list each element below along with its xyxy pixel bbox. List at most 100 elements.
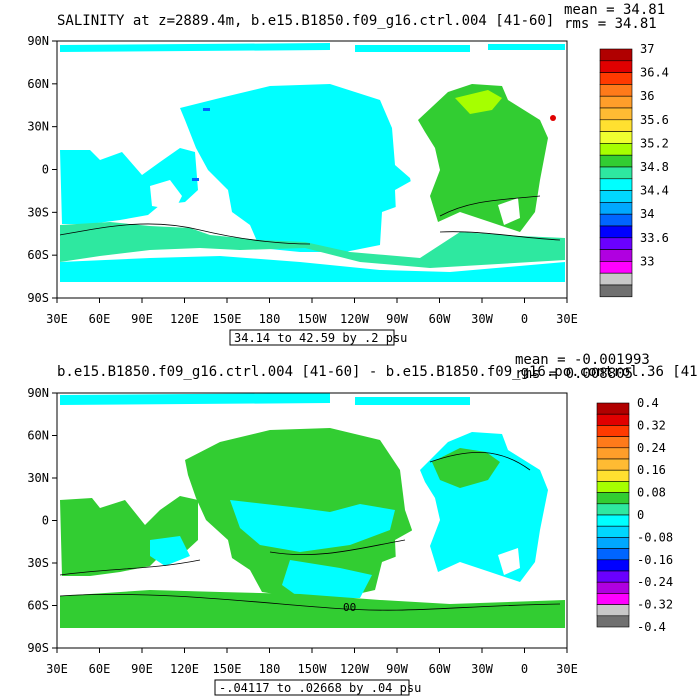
- y-tick-label: 0: [42, 514, 49, 528]
- panel-a-range-box: [229, 329, 395, 346]
- panel-b-contour-label: 00: [343, 601, 356, 614]
- x-tick-label: 30E: [46, 662, 68, 676]
- colorbar-label: 0.16: [637, 463, 666, 477]
- colorbar-swatch: [599, 154, 633, 168]
- y-tick-label: 60N: [27, 77, 49, 91]
- colorbar-label: -0.08: [637, 530, 673, 544]
- colorbar-swatch: [596, 503, 630, 516]
- y-tick-label: 60S: [27, 599, 49, 613]
- colorbar-label: 34: [640, 207, 654, 221]
- colorbar-label: 0: [637, 508, 644, 522]
- x-tick-label: 60W: [429, 312, 451, 326]
- colorbar-swatch: [599, 284, 633, 298]
- colorbar-swatch: [596, 492, 630, 505]
- colorbar-label: -0.32: [637, 598, 673, 612]
- y-tick-label: 30S: [27, 205, 49, 219]
- y-tick-label: 60N: [27, 429, 49, 443]
- colorbar-label: 35.2: [640, 136, 669, 150]
- colorbar-swatch: [599, 225, 633, 239]
- colorbar-swatch: [596, 469, 630, 482]
- colorbar-swatch: [596, 548, 630, 561]
- x-tick-label: 150W: [298, 312, 328, 326]
- colorbar-swatch: [599, 202, 633, 215]
- colorbar-swatch: [596, 514, 630, 527]
- colorbar-swatch: [599, 48, 633, 62]
- panel-b-range-label: -.04117 to .02668 by .04 psu: [219, 681, 421, 695]
- colorbar-label: 33.6: [640, 231, 669, 245]
- colorbar-label: 0.08: [637, 486, 666, 500]
- y-tick-label: 90S: [27, 641, 49, 655]
- colorbar-swatch: [599, 237, 633, 250]
- colorbar-swatch: [599, 272, 633, 286]
- x-tick-label: 0: [521, 662, 528, 676]
- colorbar-swatch: [599, 119, 633, 132]
- y-tick-label: 30N: [27, 120, 49, 134]
- x-tick-label: 120W: [340, 662, 370, 676]
- colorbar-label: 0.4: [637, 396, 659, 410]
- x-tick-label: 120W: [340, 312, 370, 326]
- colorbar-swatch: [599, 60, 633, 73]
- panel-b-range-box: [214, 679, 410, 696]
- x-tick-label: 60W: [429, 662, 451, 676]
- y-tick-label: 30N: [27, 471, 49, 485]
- x-tick-label: 60E: [89, 662, 111, 676]
- x-tick-label: 150E: [213, 312, 242, 326]
- x-tick-label: 90W: [386, 312, 408, 326]
- colorbar-label: 33: [640, 254, 654, 268]
- y-tick-label: 90N: [27, 386, 49, 400]
- panel-difference: b.e15.B1850.f09_g16.ctrl.004 [41-60] - b…: [27, 352, 698, 696]
- colorbar-swatch: [599, 178, 633, 191]
- x-tick-label: 180: [259, 312, 281, 326]
- panel-a-axes: 30E 60E 90E 120E 150E 180 150W 120W 90W 60W 30W 0 30…: [27, 34, 578, 326]
- colorbar-swatch: [599, 95, 633, 109]
- panel-b-title: b.e15.B1850.f09_g16.ctrl.004 [41-60] - b…: [57, 364, 698, 380]
- x-tick-label: 150E: [213, 662, 242, 676]
- colorbar-swatch: [596, 458, 630, 471]
- panel-salinity: SALINITY at z=2889.4m, b.e15.B1850.f09_g…: [27, 2, 669, 346]
- colorbar-label: -0.16: [637, 553, 673, 567]
- panel-a-title: SALINITY at z=2889.4m, b.e15.B1850.f09_g…: [57, 13, 554, 29]
- x-tick-label: 90E: [131, 312, 153, 326]
- colorbar-swatch: [596, 615, 630, 628]
- x-tick-label: 180: [259, 662, 281, 676]
- colorbar-swatch: [596, 581, 630, 594]
- colorbar-swatch: [599, 107, 633, 121]
- x-tick-label: 60E: [89, 312, 111, 326]
- colorbar-swatch: [596, 570, 630, 583]
- colorbar-label: 34.8: [640, 160, 669, 174]
- colorbar-swatch: [596, 559, 630, 572]
- colorbar-swatch: [599, 84, 633, 97]
- panel-a-colorbar: 37 36.4 36 35.6 35.2 34.8 34.4 34 33.6 33: [599, 42, 669, 298]
- panel-b-colorbar: 0.4 0.32 0.24 0.16 0.08 0 -0.08 -0.16 -0.24 -0.32…: [596, 396, 673, 634]
- colorbar-swatch: [599, 72, 633, 85]
- colorbar-swatch: [596, 481, 630, 493]
- y-tick-label: 30S: [27, 556, 49, 570]
- colorbar-swatch: [596, 593, 630, 605]
- colorbar-swatch: [596, 402, 630, 415]
- panel-b-mean: mean = -0.001993: [515, 352, 650, 368]
- panel-a-map: [57, 41, 567, 298]
- colorbar-swatch: [596, 604, 630, 617]
- colorbar-swatch: [599, 261, 633, 274]
- panel-b-axes: 30E 60E 90E 120E 150E 180 150W 120W 90W 60W 30W 0 30…: [27, 386, 578, 676]
- colorbar-label: -0.4: [637, 620, 666, 634]
- colorbar-swatch: [596, 436, 630, 449]
- x-tick-label: 30W: [471, 662, 493, 676]
- x-tick-label: 120E: [170, 662, 199, 676]
- colorbar-swatch: [596, 525, 630, 538]
- colorbar-swatch: [599, 213, 633, 227]
- x-tick-label: 90W: [386, 662, 408, 676]
- panel-a-rms: rms = 34.81: [564, 16, 657, 32]
- colorbar-label: 36: [640, 89, 654, 103]
- colorbar-swatch: [596, 413, 630, 426]
- colorbar-label: 0.32: [637, 418, 666, 432]
- x-tick-label: 30E: [556, 312, 578, 326]
- x-tick-label: 120E: [170, 312, 199, 326]
- colorbar-swatch: [596, 425, 630, 437]
- colorbar-swatch: [599, 143, 633, 156]
- colorbar-swatch: [599, 249, 633, 262]
- panel-a-mean: mean = 34.81: [564, 2, 665, 18]
- colorbar-label: -0.24: [637, 575, 673, 589]
- colorbar-label: 34.4: [640, 184, 669, 198]
